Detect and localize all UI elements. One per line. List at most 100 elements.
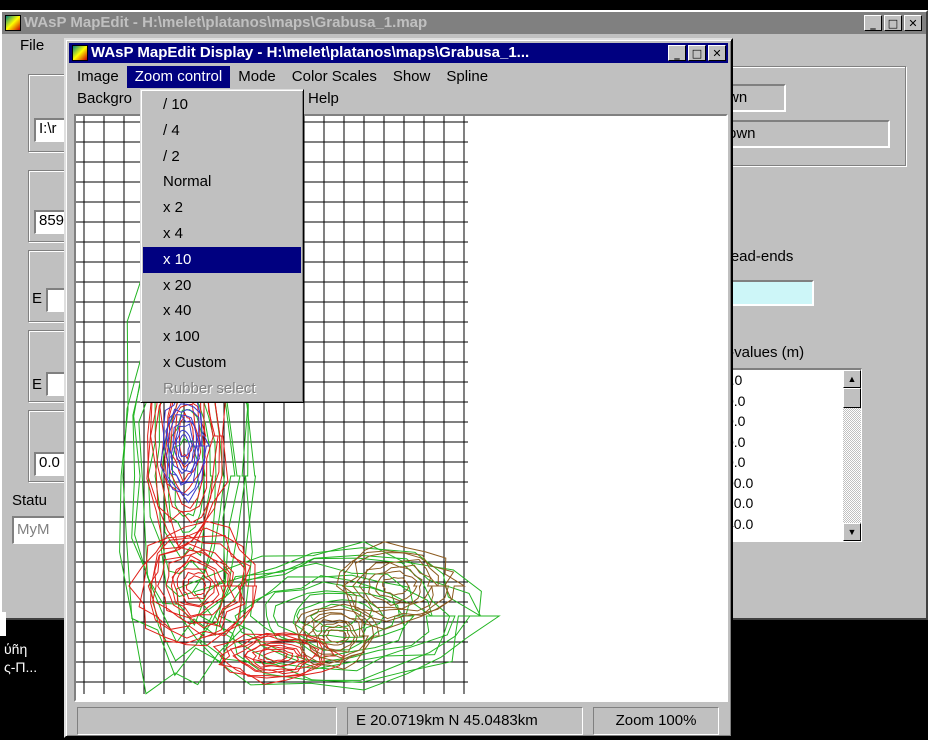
left-label-e2: E [32, 376, 43, 393]
contour-line [302, 612, 370, 663]
zoom-option[interactable]: x 100 [163, 328, 200, 346]
display-window: WAsP MapEdit Display - H:\melet\platanos… [64, 38, 733, 738]
contour-line [165, 549, 229, 619]
z-values-scrollbar[interactable]: ▲ ▼ [843, 370, 861, 541]
menu-show[interactable]: Show [392, 68, 431, 85]
left-label-e1: E [32, 290, 43, 307]
menu-help[interactable]: Help [308, 90, 339, 107]
display-maximize-button[interactable]: □ [688, 45, 706, 61]
contour-line [152, 534, 246, 638]
zoom-option[interactable]: x 2 [163, 199, 184, 217]
status-pane-blank [77, 707, 337, 735]
status-coords: E 20.0719km N 45.0483km [347, 707, 583, 735]
menu-color-scales[interactable]: Color Scales [291, 68, 377, 85]
contour-line [218, 634, 337, 679]
contour-line [265, 581, 406, 651]
display-title-text: WAsP MapEdit Display - H:\melet\platanos… [91, 44, 530, 61]
zoom-option[interactable]: x Custom [163, 353, 227, 371]
contour-line [375, 570, 418, 602]
contour-line [138, 527, 258, 644]
menu-mode[interactable]: Mode [238, 68, 276, 85]
menu-zoom-control[interactable]: Zoom control [126, 66, 231, 88]
contour-line [214, 557, 451, 670]
maximize-button[interactable]: □ [884, 15, 902, 31]
contour-line [172, 423, 196, 472]
contour-line [336, 550, 455, 622]
zoom-option[interactable]: x 20 [163, 276, 192, 294]
contour-line [171, 559, 220, 608]
contour-line [272, 590, 400, 643]
zoom-option[interactable]: Normal [163, 173, 212, 191]
contour-line [165, 408, 202, 486]
contour-line [199, 554, 482, 681]
contour-line [178, 434, 191, 458]
contour-line [296, 599, 374, 632]
display-minimize-button[interactable]: _ [668, 45, 686, 61]
z-value-item[interactable]: ).0 [726, 372, 743, 388]
display-close-button[interactable]: ✕ [708, 45, 726, 61]
contour-line [170, 414, 198, 475]
z-value-item[interactable]: 20.0 [726, 495, 754, 511]
contour-line [219, 632, 324, 678]
menu-background[interactable]: Backgro [77, 90, 133, 107]
contour-line [305, 613, 366, 659]
menu-file[interactable]: File [20, 37, 45, 54]
wasp-display-icon [72, 45, 88, 61]
bg-text-line-2: ς-Π... [4, 659, 38, 675]
zoom-option[interactable]: / 2 [163, 147, 180, 165]
contour-line [193, 547, 483, 684]
right-field-2[interactable]: own [720, 120, 890, 148]
contour-line [368, 566, 423, 606]
right-group [714, 66, 906, 166]
contour-line [175, 429, 194, 465]
main-title-bar[interactable]: WAsP MapEdit - H:\melet\platanos\maps\Gr… [2, 12, 926, 34]
status-label: Statu [12, 492, 48, 509]
contour-line [234, 574, 433, 663]
z-value-item[interactable]: 0.0 [726, 413, 746, 429]
bg-text-line-1: ύñη [4, 641, 28, 657]
zoom-control-dropdown: / 10 / 4 / 2 Normal x 2 x 4 x 10 x 20 x 40 x 100 x… [140, 89, 304, 403]
z-value-item[interactable]: 0.0 [726, 392, 746, 409]
contour-line [263, 650, 289, 662]
close-button[interactable]: ✕ [904, 15, 922, 31]
z-value-item[interactable]: 40.0 [726, 515, 754, 532]
contour-line [257, 648, 294, 665]
zoom-option[interactable]: x 10 [143, 246, 301, 273]
wasp-app-icon [5, 15, 21, 31]
z-value-item[interactable]: 00.0 [726, 474, 754, 491]
contour-line [352, 558, 439, 613]
contour-line [212, 632, 346, 685]
contour-line [176, 568, 217, 607]
display-title-bar[interactable]: WAsP MapEdit Display - H:\melet\platanos… [69, 43, 728, 63]
z-values-label: Z-values (m) [720, 344, 805, 361]
contour-line [322, 624, 351, 646]
scroll-down-arrow-icon[interactable]: ▼ [843, 523, 861, 541]
contour-line [325, 629, 347, 644]
dead-ends-label: Dead-ends [720, 248, 794, 265]
zoom-option[interactable]: x 4 [163, 224, 184, 242]
contour-line [182, 571, 212, 600]
contour-line [341, 552, 450, 620]
zoom-option[interactable]: / 10 [163, 96, 189, 113]
display-status-bar: E 20.0719km N 45.0483km Zoom 100% [69, 704, 728, 736]
zoom-option[interactable]: / 4 [163, 121, 180, 139]
display-menubar-row1: Image Zoom control Mode Color Scales Sho… [69, 66, 496, 88]
menu-image[interactable]: Image [77, 68, 119, 85]
contour-line [147, 543, 242, 627]
background-window-text: ύñη ς-Π... [4, 640, 37, 676]
contour-line [251, 645, 302, 667]
contour-line [317, 621, 356, 652]
dead-ends-field[interactable] [724, 280, 814, 306]
z-value-item[interactable]: 0.0 [726, 433, 746, 450]
menu-spline[interactable]: Spline [446, 68, 489, 85]
contour-line [358, 562, 434, 610]
scroll-up-arrow-icon[interactable]: ▲ [843, 370, 861, 388]
z-value-item[interactable]: 0.0 [726, 454, 746, 470]
status-field[interactable]: MyM [12, 516, 68, 544]
scroll-thumb[interactable] [843, 388, 861, 408]
zoom-option[interactable]: x 40 [163, 302, 192, 320]
zoom-option: Rubber select [163, 379, 256, 397]
z-values-list[interactable]: ).0 0.0 0.0 0.0 0.0 00.0 20.0 40.0 ▲ ▼ [720, 368, 862, 542]
minimize-button[interactable]: _ [864, 15, 882, 31]
contour-line [185, 575, 207, 597]
